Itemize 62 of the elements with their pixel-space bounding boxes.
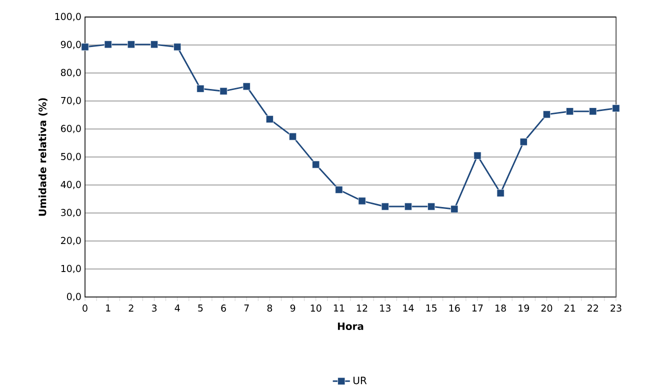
- x-tick-label: 17: [472, 304, 483, 312]
- point: [174, 43, 182, 51]
- x-tick-label: 0: [82, 304, 88, 312]
- x-tick-label: 6: [221, 304, 226, 312]
- x-tick-label: 1: [106, 304, 110, 312]
- point: [196, 84, 204, 92]
- x-tick-label: 7: [244, 304, 249, 312]
- x-axis-title: Hora: [338, 322, 364, 330]
- y-tick-label: 60,0: [60, 124, 81, 134]
- x-tick-label: 3: [152, 304, 157, 312]
- x-tick-label: 2: [128, 304, 134, 312]
- x-tick-label: 18: [496, 304, 506, 312]
- x-tick-label: 14: [403, 304, 414, 312]
- x-tick-label: 12: [357, 304, 368, 312]
- x-tick-label: 20: [541, 304, 552, 312]
- point: [150, 40, 158, 48]
- legend-label: UR: [354, 376, 367, 384]
- y-axis-title: Umidade relativa (%): [38, 98, 48, 216]
- x-tick-label: 23: [610, 304, 622, 312]
- point: [612, 104, 620, 112]
- y-tick-label: 40,0: [60, 180, 81, 190]
- point: [288, 132, 297, 140]
- point: [127, 40, 135, 48]
- y-tick-label: 20,0: [61, 236, 81, 246]
- x-tick-label: 15: [426, 304, 437, 312]
- x-tick-label: 8: [267, 304, 272, 312]
- point: [474, 152, 482, 160]
- x-tick-label: 16: [449, 304, 460, 312]
- point: [266, 115, 274, 123]
- y-tick-label: 80,0: [60, 68, 81, 78]
- point: [566, 108, 574, 116]
- x-tick-label: 4: [174, 304, 180, 312]
- point: [496, 189, 504, 197]
- x-tick-label: 5: [198, 304, 203, 312]
- point: [428, 202, 436, 210]
- y-tick-label: 50,0: [61, 152, 81, 162]
- x-tick-label: 19: [518, 304, 530, 312]
- y-tick-label: 90,0: [60, 40, 81, 50]
- point: [312, 160, 320, 168]
- point: [404, 202, 412, 210]
- x-tick-label: 21: [564, 304, 575, 312]
- y-tick-label: 100,0: [55, 12, 81, 22]
- point: [589, 108, 597, 116]
- point: [220, 87, 228, 95]
- point: [358, 197, 366, 205]
- point: [381, 202, 389, 210]
- y-tick-label: 0,0: [66, 292, 81, 302]
- x-tick-label: 11: [334, 304, 344, 312]
- y-tick-label: 10,0: [61, 264, 81, 274]
- point: [81, 43, 89, 51]
- x-tick-label: 22: [588, 304, 598, 312]
- x-tick-label: 13: [380, 304, 390, 312]
- point: [542, 110, 551, 118]
- y-tick-label: 70,0: [61, 96, 81, 106]
- point: [335, 186, 343, 194]
- point: [450, 205, 458, 213]
- point: [104, 40, 112, 48]
- x-tick-label: 9: [290, 304, 296, 312]
- x-tick-label: 10: [310, 304, 322, 312]
- y-tick-label: 30,0: [61, 208, 81, 218]
- point: [520, 138, 528, 146]
- point: [242, 82, 250, 90]
